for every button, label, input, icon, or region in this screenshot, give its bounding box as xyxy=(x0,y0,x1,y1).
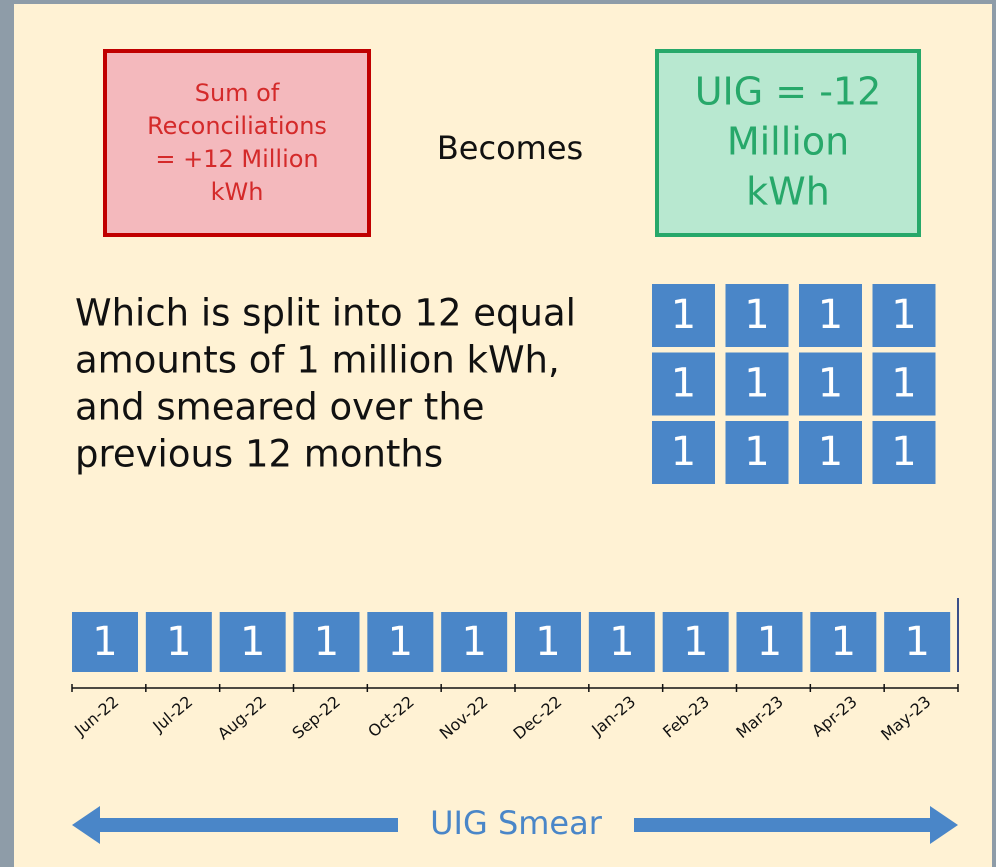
month-value: 1 xyxy=(92,619,117,665)
grid-value: 1 xyxy=(671,429,696,475)
month-square xyxy=(293,612,360,672)
grid-square xyxy=(799,421,862,484)
summary-line: kWh xyxy=(211,178,264,206)
grid-square xyxy=(872,284,936,347)
month-value: 1 xyxy=(166,619,191,665)
connector: Becomes xyxy=(437,129,583,167)
summary-line: Reconciliations xyxy=(147,112,327,140)
grid-square xyxy=(652,421,715,484)
month-square xyxy=(884,612,951,672)
month-square xyxy=(662,612,729,672)
grid-value: 1 xyxy=(891,292,916,338)
month-square xyxy=(588,612,655,672)
month-value: 1 xyxy=(314,619,339,665)
grid-square xyxy=(872,352,936,416)
grid-square xyxy=(872,421,936,484)
description-line: amounts of 1 million kWh, xyxy=(75,339,560,382)
description-line: and smeared over the xyxy=(75,386,485,429)
month-value: 1 xyxy=(904,619,929,665)
grid-value: 1 xyxy=(744,292,769,338)
grid-square xyxy=(652,352,715,416)
month-value: 1 xyxy=(240,619,265,665)
month-square xyxy=(441,612,508,672)
grid-value: 1 xyxy=(818,361,843,407)
result-line: kWh xyxy=(746,170,830,214)
grid-square xyxy=(725,352,789,416)
result-line: Million xyxy=(727,120,849,164)
month-square xyxy=(810,612,877,672)
month-square xyxy=(219,612,286,672)
grid-square xyxy=(799,352,862,416)
arrow-head-right xyxy=(930,806,958,844)
grid-square xyxy=(725,421,789,484)
grid-square xyxy=(725,284,789,347)
grid-value: 1 xyxy=(671,361,696,407)
month-square xyxy=(515,612,581,672)
month-value: 1 xyxy=(609,619,634,665)
grid-value: 1 xyxy=(818,292,843,338)
month-value: 1 xyxy=(831,619,856,665)
summary-line: = +12 Million xyxy=(155,145,318,173)
month-value: 1 xyxy=(683,619,708,665)
description-line: previous 12 months xyxy=(75,433,443,476)
result-line: UIG = -12 xyxy=(695,70,882,114)
summary-box xyxy=(103,49,371,237)
description-line: Which is split into 12 equal xyxy=(75,292,576,335)
month-square xyxy=(736,612,803,672)
arrow-head-left xyxy=(72,806,100,844)
month-value: 1 xyxy=(388,619,413,665)
arrow-label: UIG Smear xyxy=(430,804,603,842)
grid-value: 1 xyxy=(744,361,769,407)
summary-line: Sum of xyxy=(195,79,280,107)
grid-value: 1 xyxy=(818,429,843,475)
grid-square xyxy=(799,284,862,347)
month-square xyxy=(367,612,434,672)
month-value: 1 xyxy=(757,619,782,665)
arrow-label-bg xyxy=(398,805,634,845)
month-value: 1 xyxy=(535,619,560,665)
grid-value: 1 xyxy=(891,361,916,407)
grid-square xyxy=(652,284,715,347)
month-square xyxy=(145,612,212,672)
grid-value: 1 xyxy=(891,429,916,475)
month-value: 1 xyxy=(461,619,486,665)
result-box xyxy=(655,49,921,237)
grid-value: 1 xyxy=(744,429,769,475)
grid-value: 1 xyxy=(671,292,696,338)
month-square xyxy=(72,612,138,672)
